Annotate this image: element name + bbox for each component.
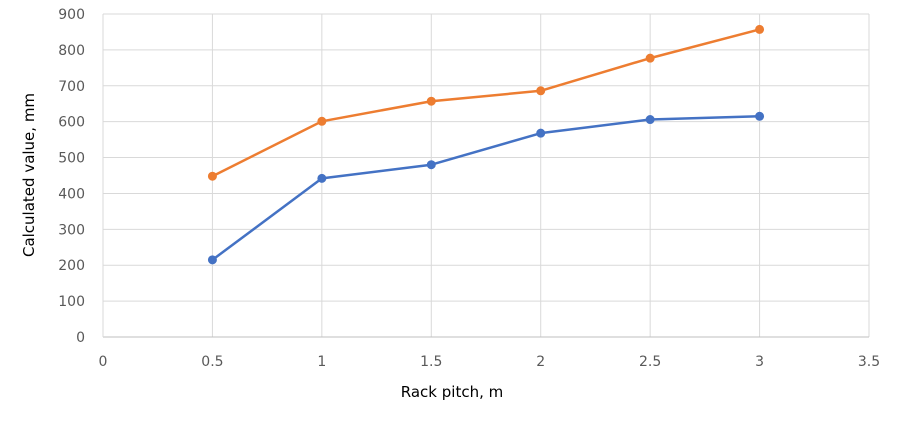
x-tick-label: 0 [99, 354, 108, 370]
y-tick-label: 600 [58, 115, 85, 131]
y-tick-label: 400 [58, 186, 85, 202]
x-tick-label: 3.5 [858, 354, 880, 370]
series-2 [207, 24, 765, 181]
series-1 [207, 111, 765, 265]
data-point [645, 115, 655, 125]
y-tick-label: 200 [58, 258, 85, 274]
data-point [426, 96, 436, 106]
data-point [755, 111, 765, 121]
data-point [536, 128, 546, 138]
tick-labels: 0 100 200 300 400 500 600 700 800 900 0 0.5 1 1.5 2 2.5… [58, 7, 880, 370]
y-tick-label: 900 [58, 7, 85, 23]
series-line [211, 115, 760, 261]
x-axis-title: Rack pitch, m [401, 383, 503, 401]
y-tick-label: 0 [76, 330, 85, 346]
data-point [426, 160, 436, 170]
y-tick-label: 700 [58, 79, 85, 95]
y-tick-label: 500 [58, 151, 85, 167]
data-point [645, 53, 655, 63]
data-point [207, 255, 217, 265]
axes [102, 14, 869, 338]
data-point [207, 171, 217, 181]
gridlines [103, 13, 870, 337]
data-point [536, 86, 546, 96]
data-point [317, 173, 327, 183]
series-line [211, 28, 760, 178]
y-tick-label: 100 [58, 294, 85, 310]
data-point [317, 116, 327, 126]
y-tick-label: 300 [58, 222, 85, 238]
y-axis-title: Calculated value, mm [20, 93, 38, 257]
x-tick-label: 2.5 [639, 354, 661, 370]
x-tick-label: 3 [755, 354, 764, 370]
x-tick-label: 1 [317, 354, 326, 370]
x-tick-label: 0.5 [201, 354, 223, 370]
data-point [755, 24, 765, 34]
x-tick-label: 2 [536, 354, 545, 370]
y-tick-label: 800 [58, 43, 85, 59]
series-layer [207, 24, 765, 265]
x-tick-label: 1.5 [420, 354, 442, 370]
